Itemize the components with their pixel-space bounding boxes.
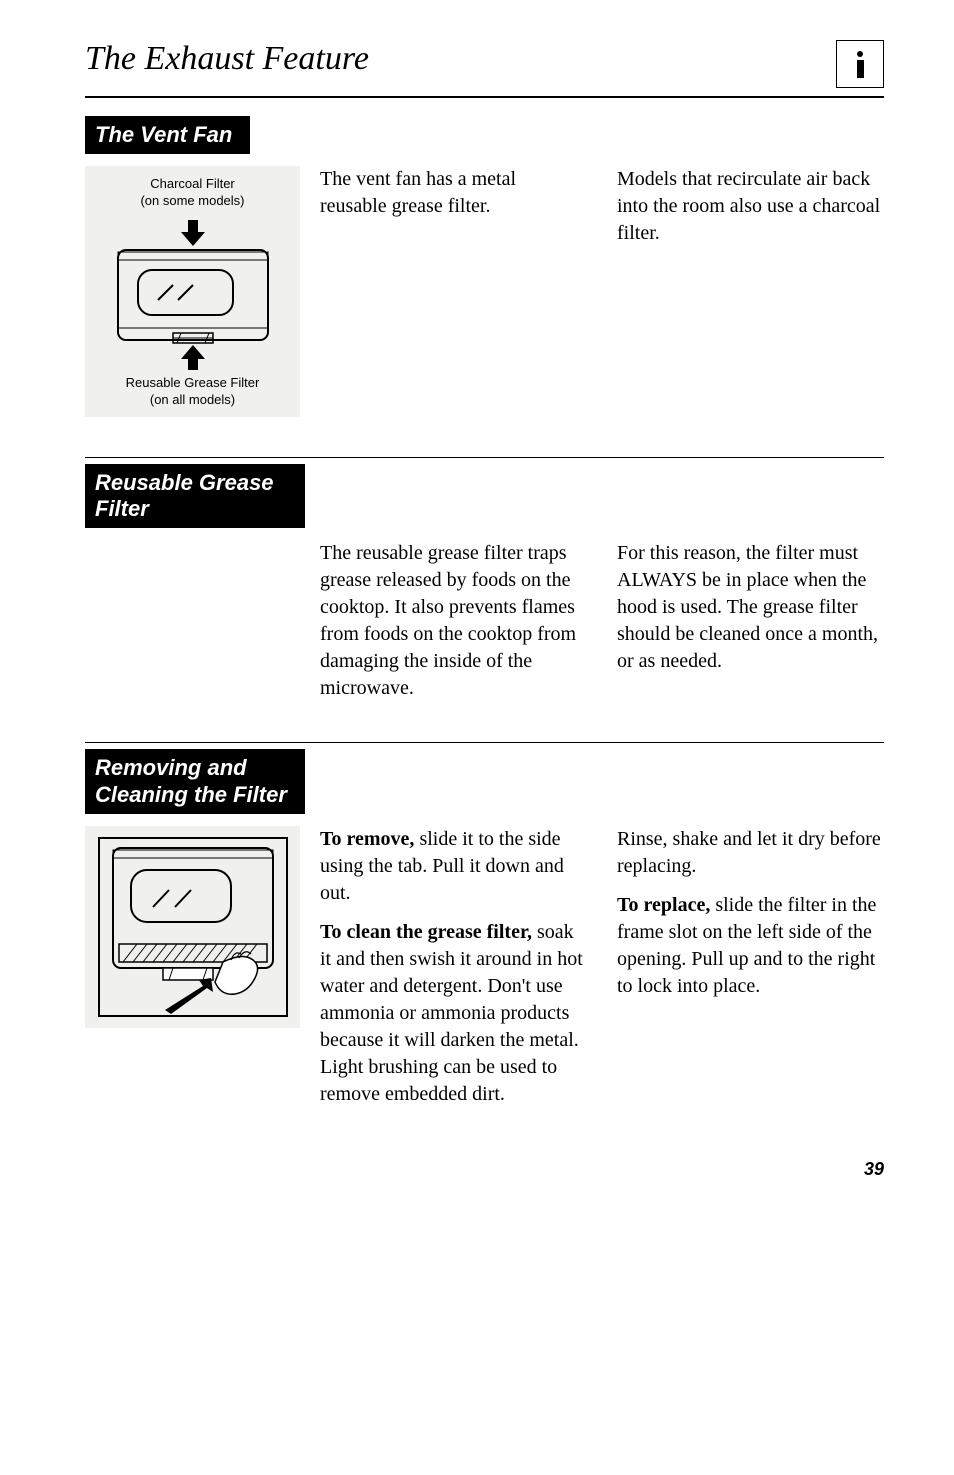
page-number: 39 <box>864 1159 884 1180</box>
divider <box>85 457 884 458</box>
removing-col2: Rinse, shake and let it dry before repla… <box>617 826 884 1120</box>
page-title: The Exhaust Feature <box>85 40 369 78</box>
figure-top-caption: Charcoal Filter (on some models) <box>93 176 292 210</box>
section-label-reusable: Reusable Grease Filter <box>85 464 305 529</box>
reusable-col2: For this reason, the filter must ALWAYS … <box>617 540 884 702</box>
section-reusable-filter: Reusable Grease Filter The reusable grea… <box>85 457 884 703</box>
section-label-removing: Removing and Cleaning the Filter <box>85 749 305 814</box>
info-icon <box>857 51 864 78</box>
bold-to-remove: To remove, <box>320 828 414 850</box>
microwave-diagram-icon <box>103 210 283 375</box>
reusable-col1: The reusable grease filter traps grease … <box>320 540 587 702</box>
divider <box>85 742 884 743</box>
section-label-vent-fan: The Vent Fan <box>85 116 250 154</box>
section-vent-fan: The Vent Fan Charcoal Filter (on some mo… <box>85 116 884 417</box>
section-removing: Removing and Cleaning the Filter <box>85 742 884 1120</box>
bold-to-replace: To replace, <box>617 894 710 916</box>
removing-col1: To remove, slide it to the side using th… <box>320 826 587 1120</box>
text-rinse: Rinse, shake and let it dry before repla… <box>617 826 884 880</box>
page-header: The Exhaust Feature <box>85 40 884 98</box>
vent-fan-col2: Models that recirculate air back into th… <box>617 166 884 247</box>
info-icon-box <box>836 40 884 88</box>
figure-removing-filter <box>85 826 300 1028</box>
bold-to-clean: To clean the grease filter, <box>320 921 532 943</box>
figure-vent-fan: Charcoal Filter (on some models) <box>85 166 300 417</box>
text-to-clean-rest: soak it and then swish it around in hot … <box>320 921 583 1105</box>
figure-bottom-caption: Reusable Grease Filter (on all models) <box>93 375 292 409</box>
vent-fan-col1: The vent fan has a metal reusable grease… <box>320 166 587 247</box>
filter-removal-diagram-icon <box>93 832 293 1022</box>
